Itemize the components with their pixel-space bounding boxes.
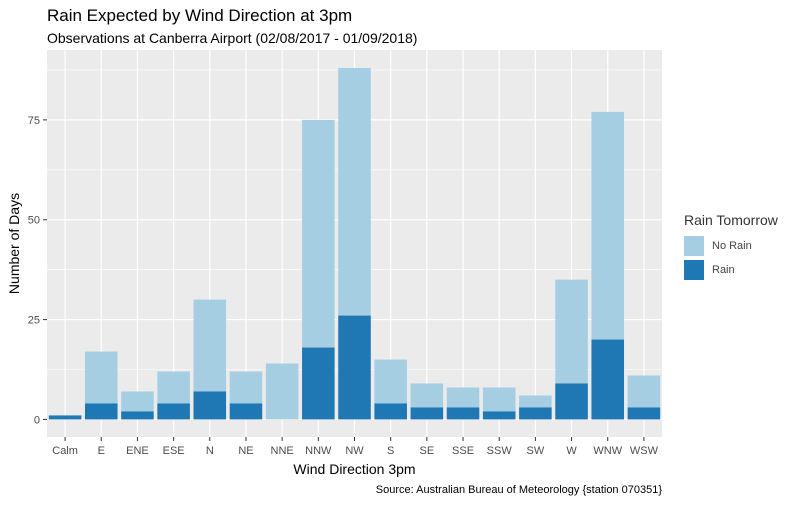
x-tick-label-sse: SSE: [452, 445, 474, 457]
chart-title: Rain Expected by Wind Direction at 3pm: [47, 6, 353, 25]
bar-rain-s: [374, 403, 407, 420]
bar-no-rain-w: [555, 279, 588, 384]
bar-no-rain-nne: [265, 363, 299, 420]
y-tick-label: 75: [28, 115, 40, 127]
legend-title: Rain Tomorrow: [684, 212, 778, 228]
x-axis-title: Wind Direction 3pm: [293, 461, 415, 477]
bar-rain-ne: [229, 403, 263, 420]
bar-no-rain-nnw: [302, 119, 335, 348]
bar-no-rain-n: [193, 299, 227, 392]
bar-rain-e: [84, 403, 118, 420]
bar-rain-nw: [338, 315, 371, 420]
y-axis-title: Number of Days: [6, 193, 22, 294]
chart-caption: Source: Australian Bureau of Meteorology…: [375, 484, 662, 496]
bar-no-rain-s: [374, 359, 407, 404]
x-tick-label-ene: ENE: [126, 445, 149, 457]
bar-rain-calm: [48, 415, 82, 420]
x-tick-label-s: S: [387, 445, 394, 457]
y-tick-label: 0: [34, 414, 40, 426]
x-tick-label-calm: Calm: [52, 445, 78, 457]
x-tick-label-nnw: NNW: [305, 445, 332, 457]
bar-no-rain-ssw: [482, 387, 516, 412]
x-tick-label-wnw: WNW: [593, 445, 622, 457]
bar-no-rain-ne: [229, 371, 263, 404]
bar-rain-w: [555, 383, 588, 420]
chart-subtitle: Observations at Canberra Airport (02/08/…: [47, 30, 418, 46]
bar-rain-ene: [121, 411, 154, 420]
x-tick-label-e: E: [98, 445, 105, 457]
legend-item-no-rain: No Rain: [684, 234, 778, 258]
x-tick-label-nw: NW: [345, 445, 364, 457]
bar-no-rain-wnw: [591, 111, 625, 340]
bar-rain-se: [410, 407, 444, 420]
legend-swatch-rain: [684, 260, 704, 280]
bar-rain-nnw: [302, 347, 335, 420]
bar-no-rain-ese: [157, 371, 190, 404]
bar-rain-n: [193, 391, 227, 420]
bar-rain-wnw: [591, 339, 625, 420]
x-tick-label-nne: NNE: [271, 445, 294, 457]
legend-label-no-rain: No Rain: [712, 240, 752, 252]
x-tick-label-ssw: SSW: [487, 445, 513, 457]
bar-rain-sse: [446, 407, 480, 420]
x-tick-label-n: N: [206, 445, 214, 457]
bar-no-rain-nw: [338, 67, 371, 316]
bar-rain-sw: [519, 407, 552, 420]
bar-no-rain-wsw: [627, 375, 661, 408]
bar-no-rain-se: [410, 383, 444, 408]
bar-no-rain-sse: [446, 387, 480, 408]
legend-item-rain: Rain: [684, 258, 778, 282]
bar-no-rain-sw: [519, 395, 552, 408]
y-tick-label: 25: [28, 315, 40, 327]
x-tick-label-sw: SW: [527, 445, 545, 457]
bar-no-rain-ene: [121, 391, 154, 412]
x-tick-label-wsw: WSW: [630, 445, 659, 457]
bar-no-rain-e: [84, 351, 118, 404]
x-tick-label-ne: NE: [238, 445, 253, 457]
y-tick-label: 50: [28, 215, 40, 227]
x-tick-label-ese: ESE: [163, 445, 185, 457]
x-tick-label-w: W: [566, 445, 577, 457]
bar-rain-ssw: [482, 411, 516, 420]
x-tick-label-se: SE: [420, 445, 435, 457]
legend-swatch-no-rain: [684, 236, 704, 256]
legend: Rain Tomorrow No Rain Rain: [684, 212, 778, 282]
bar-rain-ese: [157, 403, 190, 420]
bar-rain-wsw: [627, 407, 661, 420]
legend-label-rain: Rain: [712, 264, 735, 276]
